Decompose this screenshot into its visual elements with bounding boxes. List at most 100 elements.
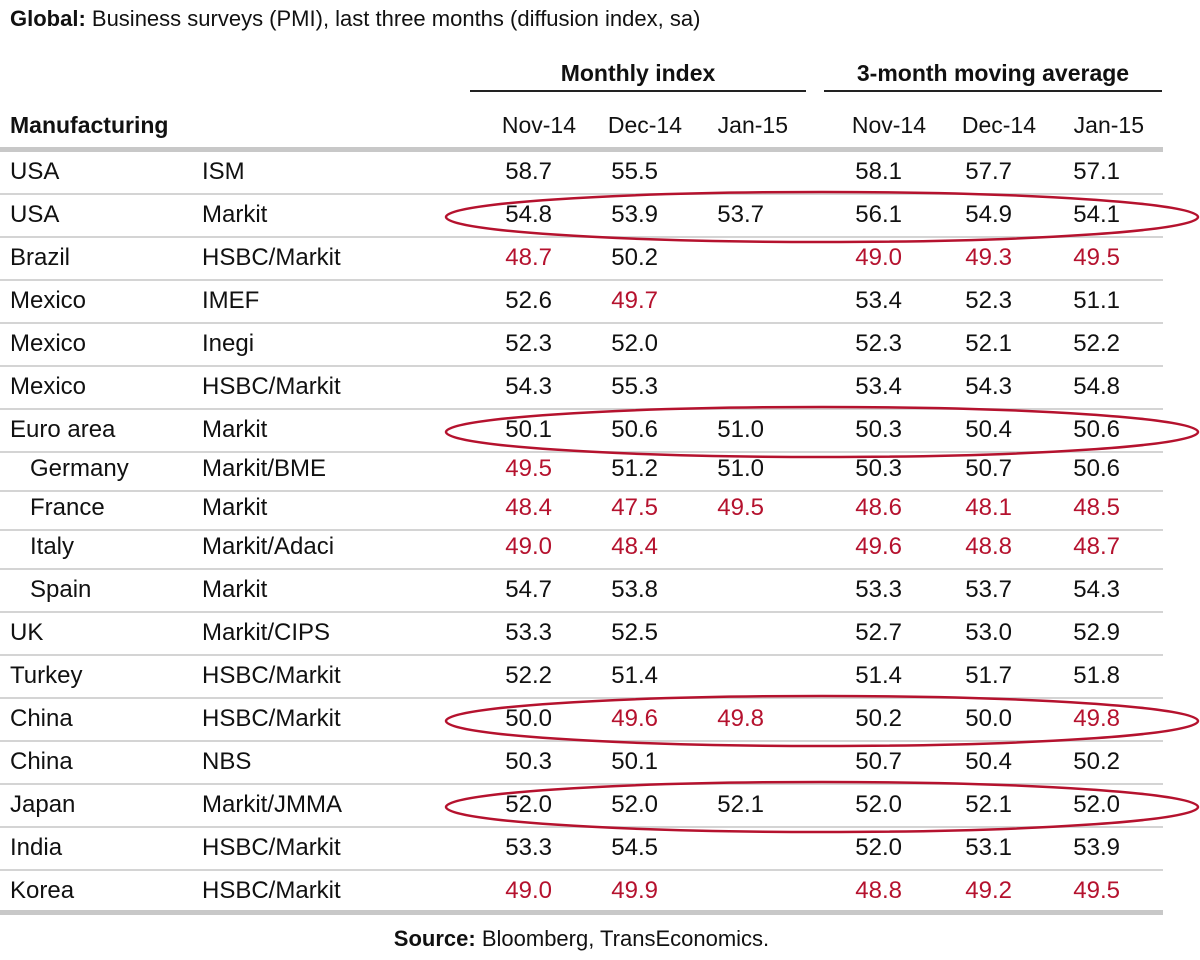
value-cell: 48.4 [611, 533, 658, 560]
row-separator [0, 568, 1163, 570]
group-rule-moving [824, 90, 1162, 92]
row-separator [0, 322, 1163, 324]
country-cell: China [10, 705, 73, 732]
value-cell: 53.3 [855, 576, 902, 603]
value-cell: 48.8 [965, 533, 1012, 560]
value-cell: 53.1 [965, 834, 1012, 861]
country-cell: Euro area [10, 416, 116, 443]
country-cell: Italy [30, 533, 75, 560]
column-header: Dec-14 [607, 112, 682, 138]
survey-source-cell: NBS [202, 748, 252, 775]
column-header: Jan-15 [1073, 112, 1144, 138]
survey-source-cell: Markit [202, 494, 268, 521]
value-cell: 47.5 [611, 494, 658, 521]
value-cell: 52.0 [855, 834, 902, 861]
country-cell: Turkey [10, 662, 83, 689]
value-cell: 49.6 [611, 705, 658, 732]
value-cell: 51.0 [717, 416, 764, 443]
value-cell: 49.8 [717, 705, 764, 732]
value-cell: 57.1 [1073, 158, 1120, 185]
value-cell: 52.9 [1073, 619, 1120, 646]
value-cell: 52.0 [1073, 791, 1120, 818]
value-cell: 51.7 [965, 662, 1012, 689]
value-cell: 50.4 [965, 416, 1012, 443]
value-cell: 50.1 [505, 416, 552, 443]
title-rest: Business surveys (PMI), last three month… [85, 6, 701, 31]
value-cell: 48.7 [1073, 533, 1120, 560]
survey-source-cell: HSBC/Markit [202, 834, 341, 861]
value-cell: 49.6 [855, 533, 902, 560]
value-cell: 52.2 [505, 662, 552, 689]
value-cell: 49.7 [611, 287, 658, 314]
column-header: Jan-15 [717, 112, 788, 138]
value-cell: 49.0 [505, 877, 552, 904]
value-cell: 50.7 [855, 748, 902, 775]
table-row: Euro area Markit 50.1 50.6 51.0 50.3 50.4 50.6 [0, 410, 1163, 453]
value-cell: 54.8 [1073, 373, 1120, 400]
value-cell: 54.5 [611, 834, 658, 861]
value-cell: 49.9 [611, 877, 658, 904]
survey-source-cell: Markit/BME [202, 455, 327, 482]
value-cell: 53.4 [855, 373, 902, 400]
value-cell: 52.6 [505, 287, 552, 314]
value-cell: 52.0 [611, 330, 658, 357]
table-row: Italy Markit/Adaci 49.0 48.4 49.6 48.8 48.7 [0, 527, 1163, 570]
country-cell: Brazil [10, 244, 71, 271]
survey-source-cell: Inegi [202, 330, 255, 357]
table-row: China HSBC/Markit 50.0 49.6 49.8 50.2 50.0 49.8 [0, 699, 1163, 742]
header-rule [0, 147, 1163, 152]
value-cell: 53.8 [611, 576, 658, 603]
survey-source-cell: Markit/Adaci [202, 533, 335, 560]
survey-source-cell: Markit/CIPS [202, 619, 331, 646]
survey-source-cell: HSBC/Markit [202, 877, 341, 904]
value-cell: 50.4 [965, 748, 1012, 775]
value-cell: 53.7 [717, 201, 764, 228]
value-cell: 51.0 [717, 455, 764, 482]
value-cell: 52.2 [1073, 330, 1120, 357]
value-cell: 53.3 [505, 834, 552, 861]
table-row: Brazil HSBC/Markit 48.7 50.2 49.0 49.3 49.5 [0, 238, 1163, 281]
value-cell: 49.5 [717, 494, 764, 521]
value-cell: 53.9 [611, 201, 658, 228]
value-cell: 50.7 [965, 455, 1012, 482]
row-separator [0, 611, 1163, 613]
table-row: China NBS 50.3 50.1 50.7 50.4 50.2 [0, 742, 1163, 785]
table-row: Mexico Inegi 52.3 52.0 52.3 52.1 52.2 [0, 324, 1163, 367]
value-cell: 52.0 [505, 791, 552, 818]
value-cell: 52.1 [965, 791, 1012, 818]
value-cell: 50.6 [1073, 416, 1120, 443]
country-cell: China [10, 748, 73, 775]
value-cell: 48.4 [505, 494, 552, 521]
value-cell: 49.8 [1073, 705, 1120, 732]
country-cell: Mexico [10, 287, 87, 314]
value-cell: 52.1 [965, 330, 1012, 357]
value-cell: 53.0 [965, 619, 1012, 646]
value-cell: 49.5 [1073, 244, 1120, 271]
value-cell: 53.9 [1073, 834, 1120, 861]
value-cell: 56.1 [855, 201, 902, 228]
section-label: Manufacturing [10, 112, 169, 138]
table-row: Turkey HSBC/Markit 52.2 51.4 51.4 51.7 51.8 [0, 656, 1163, 699]
group-rule-monthly [470, 90, 806, 92]
value-cell: 49.5 [1073, 877, 1120, 904]
value-cell: 58.7 [505, 158, 552, 185]
value-cell: 54.3 [1073, 576, 1120, 603]
row-separator [0, 869, 1163, 871]
value-cell: 52.3 [505, 330, 552, 357]
value-cell: 51.4 [855, 662, 902, 689]
survey-source-cell: HSBC/Markit [202, 662, 341, 689]
country-cell: Japan [10, 791, 76, 818]
table-row: USA ISM 58.7 55.5 58.1 57.7 57.1 [0, 152, 1163, 195]
country-cell: India [10, 834, 63, 861]
value-cell: 48.8 [855, 877, 902, 904]
row-separator [0, 490, 1163, 492]
value-cell: 52.3 [855, 330, 902, 357]
country-cell: Spain [30, 576, 92, 603]
survey-source-cell: HSBC/Markit [202, 373, 341, 400]
value-cell: 53.4 [855, 287, 902, 314]
value-cell: 52.3 [965, 287, 1012, 314]
value-cell: 53.7 [965, 576, 1012, 603]
column-header: Nov-14 [851, 112, 926, 138]
row-separator [0, 654, 1163, 656]
source-note: Source: Bloomberg, TransEconomics. [0, 926, 1163, 952]
